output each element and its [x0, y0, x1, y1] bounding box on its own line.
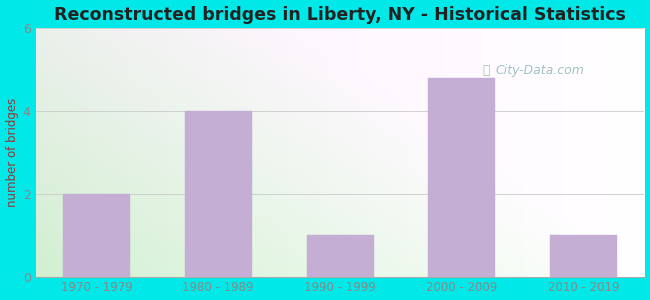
Bar	[307, 235, 374, 277]
Text: Ⓢ: Ⓢ	[483, 64, 495, 77]
Bar	[185, 111, 252, 277]
Bar	[63, 194, 130, 277]
Title: Reconstructed bridges in Liberty, NY - Historical Statistics: Reconstructed bridges in Liberty, NY - H…	[54, 6, 626, 24]
Bar	[550, 235, 617, 277]
Y-axis label: number of bridges: number of bridges	[6, 98, 19, 207]
Text: City-Data.com: City-Data.com	[495, 64, 584, 77]
Bar	[428, 78, 495, 277]
